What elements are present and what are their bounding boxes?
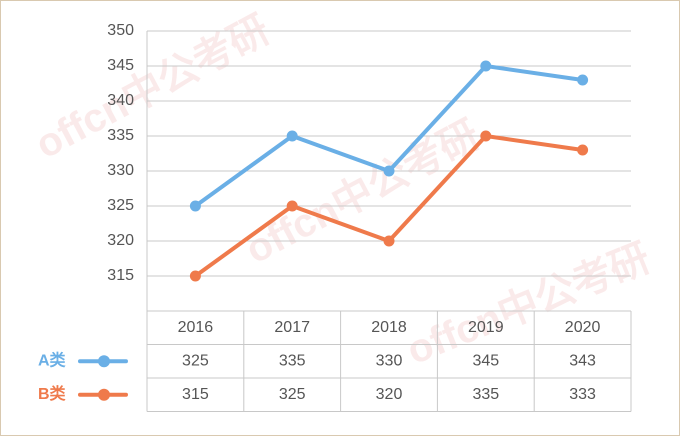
table-cell: 320 xyxy=(376,386,403,403)
table-cell: 345 xyxy=(472,352,499,369)
x-tick-label: 2017 xyxy=(274,319,310,336)
point xyxy=(480,60,492,72)
table-cell: 335 xyxy=(279,352,306,369)
legend-dot xyxy=(98,388,110,401)
y-tick-label: 330 xyxy=(107,162,134,179)
watermark: offcn中公考研 xyxy=(401,236,656,373)
point xyxy=(577,144,589,156)
table-cell: 343 xyxy=(569,352,596,369)
point xyxy=(286,130,298,142)
y-tick-label: 350 xyxy=(107,22,134,39)
point xyxy=(189,270,201,282)
x-tick-label: 2019 xyxy=(468,319,504,336)
point xyxy=(577,74,589,86)
y-tick-label: 315 xyxy=(107,267,134,284)
table-cell: 333 xyxy=(569,386,596,403)
table-cell: 325 xyxy=(279,386,306,403)
table-cell: 325 xyxy=(182,352,209,369)
x-tick-label: 2018 xyxy=(371,319,407,336)
x-tick-label: 2020 xyxy=(565,319,601,336)
point xyxy=(286,200,298,212)
y-tick-label: 345 xyxy=(107,57,134,74)
table-cell: 335 xyxy=(472,386,499,403)
y-tick-label: 340 xyxy=(107,92,134,109)
point xyxy=(480,130,492,142)
y-tick-label: 325 xyxy=(107,197,134,214)
legend-label: A类 xyxy=(38,350,67,369)
point xyxy=(383,165,395,177)
legend-label: B类 xyxy=(38,384,67,403)
table-cell: 330 xyxy=(376,352,403,369)
table-cell: 315 xyxy=(182,386,209,403)
y-tick-label: 335 xyxy=(107,127,134,144)
point xyxy=(189,200,201,212)
x-tick-label: 2016 xyxy=(178,319,214,336)
y-tick-label: 320 xyxy=(107,232,134,249)
legend-dot xyxy=(98,355,110,368)
point xyxy=(383,235,395,247)
